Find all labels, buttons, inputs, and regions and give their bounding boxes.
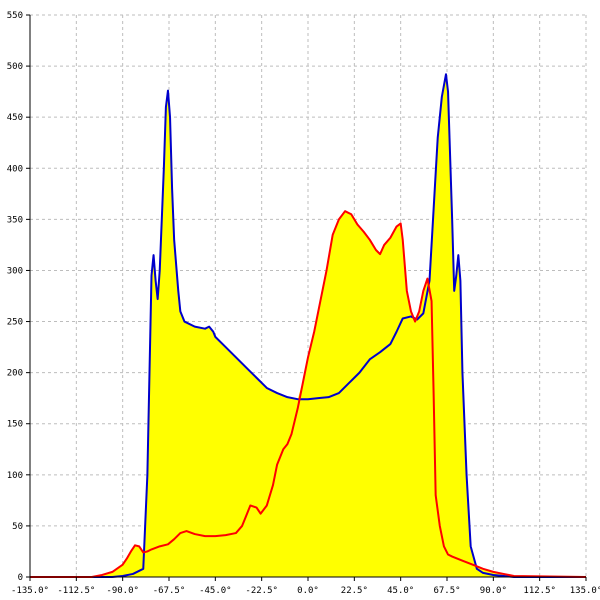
x-tick-label: 67.5°	[433, 586, 460, 596]
y-tick-label: 200	[7, 369, 23, 379]
axes	[26, 14, 587, 581]
y-tick-label: 150	[7, 420, 23, 430]
y-tick-label: 250	[7, 318, 23, 328]
series-lines-layer	[30, 73, 587, 578]
x-tick-label: 135.0°	[570, 586, 600, 596]
tick-labels: -135.0° -112.5° -90.0° -67.5° -45.0° -22.5° 0.…	[7, 11, 600, 596]
y-tick-label: 500	[7, 62, 23, 72]
x-tick-label: 45.0°	[387, 586, 414, 596]
x-tick-label: 112.5°	[523, 586, 556, 596]
x-tick-label: 22.5°	[341, 586, 368, 596]
y-tick-label: 300	[7, 266, 23, 276]
x-tick-label: 90.0°	[480, 586, 507, 596]
y-tick-label: 550	[7, 11, 23, 21]
x-tick-label: -67.5°	[153, 586, 186, 596]
x-tick-label: 0.0°	[297, 586, 319, 596]
y-tick-label: 400	[7, 164, 23, 174]
x-tick-label: -135.0°	[11, 586, 49, 596]
y-tick-label: 350	[7, 215, 23, 225]
y-tick-label: 450	[7, 113, 23, 123]
x-tick-label: -45.0°	[199, 586, 232, 596]
x-tick-label: -22.5°	[245, 586, 278, 596]
y-tick-label: 50	[12, 522, 23, 532]
filled-area-layer	[30, 74, 586, 578]
y-tick-label: 100	[7, 471, 23, 481]
x-tick-label: -112.5°	[57, 586, 95, 596]
series-line-0	[30, 73, 586, 578]
y-tick-label: 0	[18, 573, 23, 583]
series-line-1	[30, 210, 587, 578]
x-tick-label: -90.0°	[106, 586, 139, 596]
filled-area	[30, 74, 586, 578]
